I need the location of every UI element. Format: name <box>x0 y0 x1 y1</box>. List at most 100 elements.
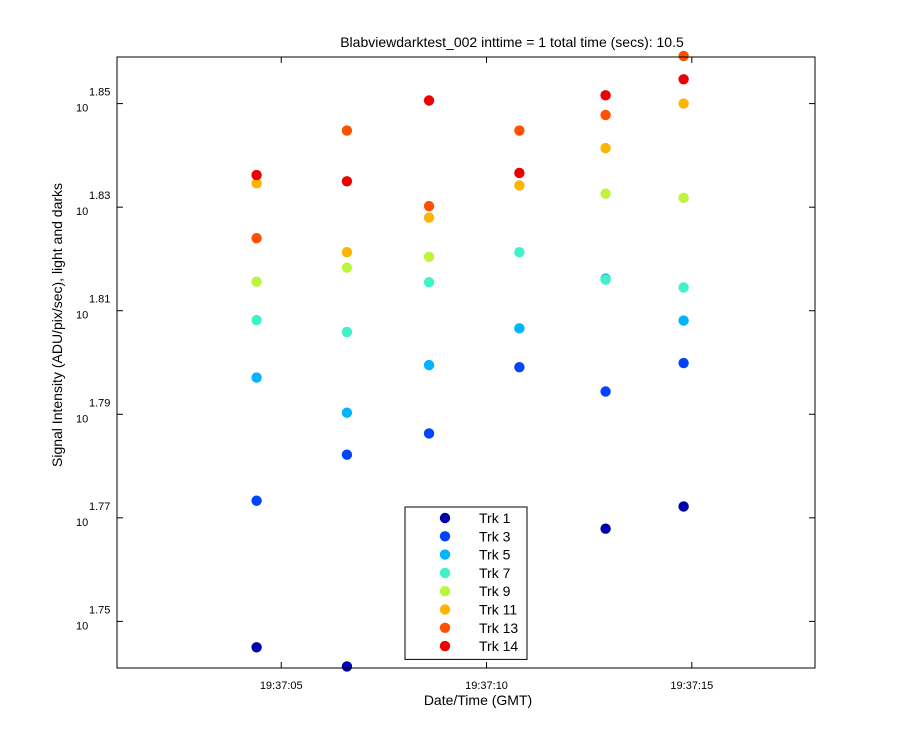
legend-box <box>404 506 528 660</box>
y-tick-base: 10 <box>76 413 88 425</box>
data-point <box>423 95 435 106</box>
y-tick-label: 101.81 <box>76 294 110 322</box>
data-point <box>423 359 435 371</box>
data-point <box>678 282 689 293</box>
data-point <box>514 247 525 258</box>
data-point <box>251 642 262 653</box>
data-point <box>341 407 353 418</box>
data-point <box>514 361 525 373</box>
data-point <box>600 90 611 101</box>
data-point <box>514 167 525 179</box>
data-point <box>600 274 611 285</box>
data-point <box>341 326 353 338</box>
data-point <box>251 276 262 287</box>
legend-item: Trk 13 <box>439 620 518 636</box>
legend-label: Trk 7 <box>479 565 511 581</box>
data-point <box>600 386 611 397</box>
data-point <box>251 233 262 244</box>
series-trk-1 <box>251 501 689 672</box>
y-tick-label: 101.79 <box>76 397 110 425</box>
y-tick-base: 10 <box>76 620 88 632</box>
data-point <box>423 277 435 288</box>
x-tick-label: 19:37:15 <box>670 680 713 692</box>
y-tick-exponent: 1.75 <box>89 604 110 616</box>
legend-label: Trk 3 <box>479 528 511 544</box>
series-trk-9 <box>251 188 689 287</box>
data-point <box>514 323 525 334</box>
y-tick-exponent: 1.77 <box>89 501 110 513</box>
legend-item: Trk 14 <box>439 638 518 654</box>
legend-label: Trk 9 <box>479 583 511 599</box>
data-point <box>423 251 435 263</box>
x-tick-label: 19:37:10 <box>465 680 508 692</box>
data-point <box>251 169 262 181</box>
legend-marker <box>439 640 451 652</box>
legend-item: Trk 1 <box>439 510 511 526</box>
data-point <box>678 98 689 109</box>
legend-marker <box>439 549 451 560</box>
data-point <box>341 176 353 187</box>
legend-marker <box>439 567 451 579</box>
series-trk-3 <box>251 357 689 506</box>
data-point <box>600 142 611 154</box>
y-tick-base: 10 <box>76 206 88 218</box>
legend-item: Trk 11 <box>439 602 517 618</box>
data-point <box>678 192 689 204</box>
legend-item: Trk 3 <box>439 528 511 544</box>
data-point <box>423 428 435 439</box>
y-tick-label: 101.83 <box>76 190 110 218</box>
y-tick-exponent: 1.81 <box>89 294 110 306</box>
series-trk-11 <box>251 98 689 258</box>
legend-marker <box>439 622 451 633</box>
series-trk-7 <box>251 247 689 338</box>
data-point <box>678 74 689 85</box>
series-trk-13 <box>251 50 689 244</box>
data-point <box>251 314 262 326</box>
legend-label: Trk 5 <box>479 547 511 563</box>
data-point <box>678 50 689 62</box>
y-tick-exponent: 1.85 <box>89 87 110 99</box>
legend-marker <box>439 586 451 597</box>
series-trk-14 <box>251 74 689 187</box>
x-axis-ticks: 19:37:05 19:37:10 19:37:15 <box>260 57 713 692</box>
legend-item: Trk 7 <box>439 565 511 581</box>
legend-label: Trk 14 <box>479 638 518 654</box>
data-point <box>423 200 435 212</box>
y-tick-label: 101.85 <box>76 87 110 115</box>
x-tick-label: 19:37:05 <box>260 680 303 692</box>
y-axis-label: Signal Intensity (ADU/pix/sec), light an… <box>49 183 65 467</box>
legend-item: Trk 9 <box>439 583 511 599</box>
y-tick-base: 10 <box>76 517 88 529</box>
y-tick-base: 10 <box>76 103 88 115</box>
data-point <box>423 212 435 223</box>
data-points <box>251 50 689 672</box>
data-point <box>341 262 353 273</box>
data-point <box>600 188 611 199</box>
data-point <box>341 661 353 672</box>
y-tick-label: 101.75 <box>76 604 110 632</box>
series-trk-5 <box>251 273 689 418</box>
legend-item: Trk 5 <box>439 547 511 563</box>
data-point <box>678 315 689 326</box>
y-tick-base: 10 <box>76 310 88 322</box>
data-point <box>251 495 262 506</box>
data-point <box>678 357 689 369</box>
data-point <box>341 125 353 136</box>
data-point <box>678 501 689 512</box>
data-point <box>514 125 525 136</box>
data-point <box>600 523 611 534</box>
data-point <box>251 178 262 189</box>
x-axis-label: Date/Time (GMT) <box>424 692 532 708</box>
y-tick-exponent: 1.79 <box>89 397 110 409</box>
data-point <box>600 109 611 121</box>
data-point <box>514 180 525 191</box>
legend-label: Trk 11 <box>479 602 517 618</box>
y-tick-exponent: 1.83 <box>89 190 110 202</box>
data-point <box>341 449 353 460</box>
legend-label: Trk 13 <box>479 620 518 636</box>
legend-label: Trk 1 <box>479 510 511 526</box>
data-point <box>341 247 353 258</box>
legend-marker <box>439 512 451 524</box>
